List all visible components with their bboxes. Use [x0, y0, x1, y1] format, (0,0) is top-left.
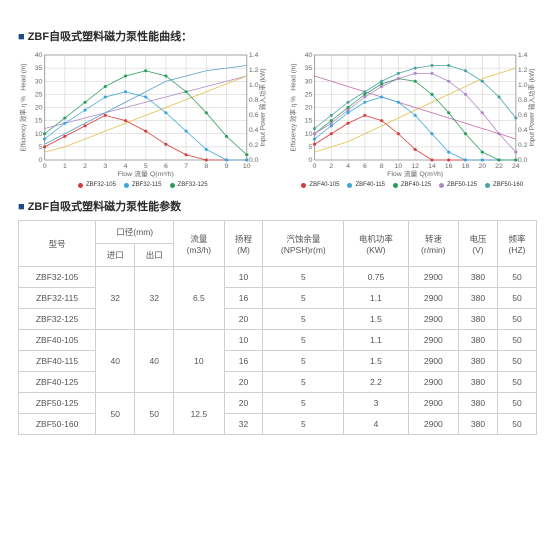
- legend-item: ZBF40-105: [301, 182, 339, 188]
- table-row: ZBF32-10532326.51050.75290038050: [19, 267, 537, 288]
- legend-item: ZBF32-105: [78, 182, 116, 188]
- legend-item: ZBF50-160: [485, 182, 523, 188]
- legend-item: ZBF40-115: [347, 182, 385, 188]
- table-row: ZBF50-125505012.52053290038050: [19, 393, 537, 414]
- charts-row: ZBF32-105ZBF32-115ZBF32-125 ZBF40-105ZBF…: [18, 50, 537, 188]
- chart-2: ZBF40-105 ZBF40-115 ZBF40-125 ZBF50-125 ZBF5…: [288, 50, 538, 188]
- legend-item: ZBF32-115: [124, 182, 162, 188]
- params-table: 型号口径(mm) 流量(m3/h) 扬程(M) 汽蚀余量(NPSH)r(m) 电…: [18, 220, 537, 435]
- table-row: ZBF40-1054040101051.1290038050: [19, 330, 537, 351]
- curves-title: ZBF自吸式塑料磁力泵性能曲线：: [18, 28, 537, 44]
- legend-item: ZBF32-125: [170, 182, 208, 188]
- legend-item: ZBF50-125: [439, 182, 477, 188]
- params-title: ZBF自吸式塑料磁力泵性能参数: [18, 198, 537, 214]
- legend-item: ZBF40-125: [393, 182, 431, 188]
- chart-1: ZBF32-105 ZBF32-115 ZBF32-125: [18, 50, 268, 188]
